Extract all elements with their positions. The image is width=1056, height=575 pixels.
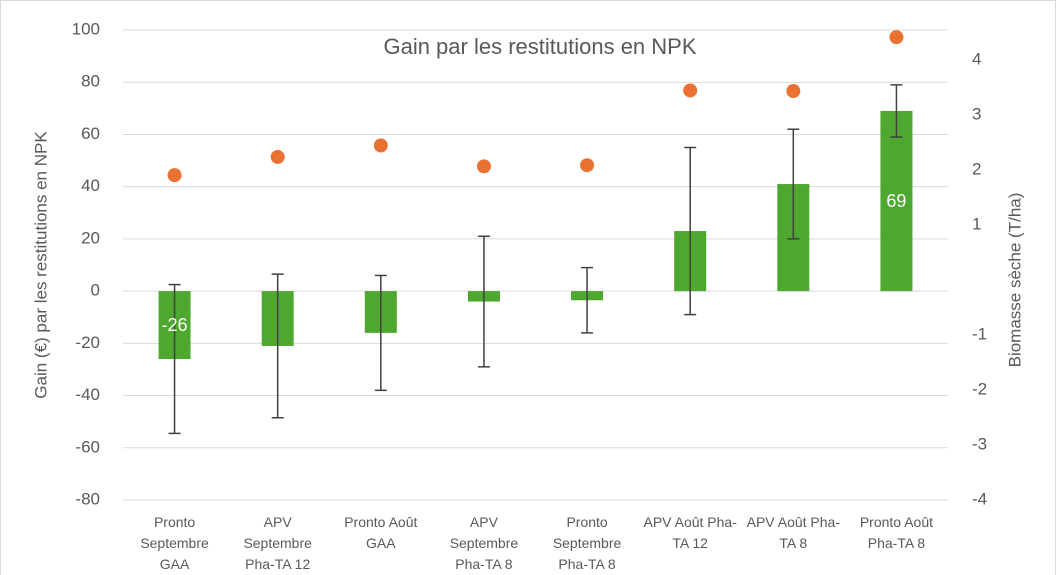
point xyxy=(167,168,182,183)
bar xyxy=(880,110,913,292)
point xyxy=(476,159,491,174)
y-tick-label: -60 xyxy=(75,437,100,456)
point xyxy=(270,149,285,164)
y-tick-label: 0 xyxy=(91,281,100,300)
x-tick-label: Pronto Août GAA xyxy=(344,514,418,551)
error-bar xyxy=(787,128,800,240)
y2-tick-label: 1 xyxy=(972,215,981,234)
point xyxy=(373,138,388,153)
x-tick-label: APV Septembre Pha-TA 8 xyxy=(449,514,519,572)
y-tick-label: 60 xyxy=(81,124,100,143)
y2-tick-label: -4 xyxy=(972,489,987,508)
y2-tick-label: 2 xyxy=(972,160,981,179)
y-tick-label: -40 xyxy=(75,385,100,404)
y-tick-label: 40 xyxy=(81,176,100,195)
y2-tick-label: -1 xyxy=(972,325,987,344)
data-label: 69 xyxy=(886,191,906,211)
y-axis-label: Gain (€) par les restitutions en NPK xyxy=(31,131,50,399)
y2-tick-label: 4 xyxy=(972,50,981,69)
y2-tick-label: 3 xyxy=(972,105,981,124)
error-bar xyxy=(477,235,490,368)
y2-tick-label: -3 xyxy=(972,435,987,454)
y-tick-label: 100 xyxy=(72,19,100,38)
x-tick-label: APV Septembre Pha-TA 12 xyxy=(243,514,312,572)
x-tick-label: APV Août Pha-TA 8 xyxy=(746,514,841,551)
error-bar xyxy=(890,84,903,138)
point xyxy=(889,30,904,45)
error-bar xyxy=(374,274,387,392)
error-bar xyxy=(581,266,594,334)
y2-axis-label: Biomasse sèche (T/ha) xyxy=(1005,193,1024,368)
error-bar xyxy=(684,146,697,316)
chart-title: Gain par les restitutions en NPK xyxy=(383,34,696,59)
y-tick-label: -80 xyxy=(75,489,100,508)
y-tick-label: -20 xyxy=(75,333,100,352)
error-bar xyxy=(271,273,284,419)
y-tick-label: 20 xyxy=(81,228,100,247)
y2-tick-label: -2 xyxy=(972,380,987,399)
x-tick-label: Pronto Septembre GAA xyxy=(140,514,209,572)
error-bar xyxy=(168,283,181,435)
point xyxy=(683,83,698,98)
x-tick-label: APV Août Pha-TA 12 xyxy=(643,514,737,551)
y-tick-label: 80 xyxy=(81,72,100,91)
data-label: -26 xyxy=(162,315,188,335)
point xyxy=(786,84,801,99)
point xyxy=(580,158,595,173)
x-tick-label: Pronto Septembre Pha-TA 8 xyxy=(552,514,622,572)
x-tick-label: Pronto Août Pha-TA 8 xyxy=(859,514,934,551)
